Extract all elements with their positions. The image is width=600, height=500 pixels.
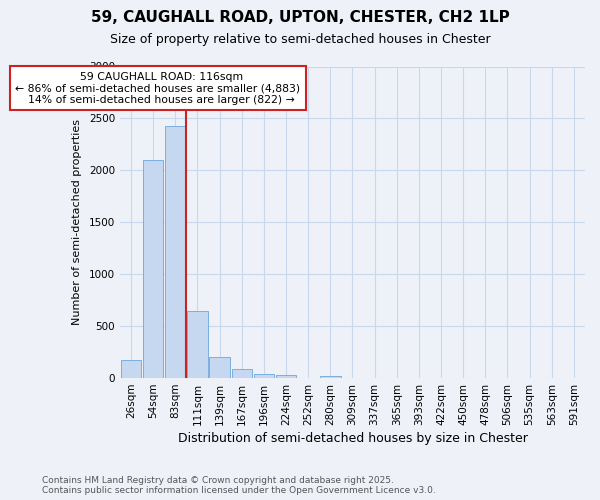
Text: 59 CAUGHALL ROAD: 116sqm
← 86% of semi-detached houses are smaller (4,883)
  14%: 59 CAUGHALL ROAD: 116sqm ← 86% of semi-d… — [15, 72, 300, 105]
Y-axis label: Number of semi-detached properties: Number of semi-detached properties — [72, 120, 82, 326]
Bar — [254, 374, 274, 378]
Text: Size of property relative to semi-detached houses in Chester: Size of property relative to semi-detach… — [110, 32, 490, 46]
Bar — [232, 368, 252, 378]
Bar — [209, 358, 230, 378]
Bar — [320, 376, 341, 378]
Bar — [276, 375, 296, 378]
Text: Contains HM Land Registry data © Crown copyright and database right 2025.
Contai: Contains HM Land Registry data © Crown c… — [42, 476, 436, 495]
Bar — [143, 160, 163, 378]
Bar — [187, 310, 208, 378]
Bar — [165, 126, 185, 378]
Bar — [121, 360, 141, 378]
Text: 59, CAUGHALL ROAD, UPTON, CHESTER, CH2 1LP: 59, CAUGHALL ROAD, UPTON, CHESTER, CH2 1… — [91, 10, 509, 25]
X-axis label: Distribution of semi-detached houses by size in Chester: Distribution of semi-detached houses by … — [178, 432, 527, 445]
